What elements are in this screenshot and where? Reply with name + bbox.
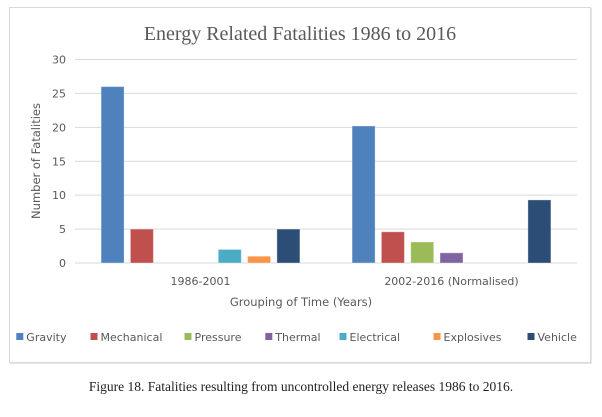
legend-swatch [16,333,24,340]
legend-item-vehicle: Vehicle [527,331,578,344]
legend-label: Vehicle [538,331,578,344]
bar-gravity-2 [351,125,376,264]
legend-item-electrical: Electrical [339,331,401,344]
bar-vehicle-1 [276,228,301,264]
legend-item-thermal: Thermal [265,331,321,344]
chart-title: Energy Related Fatalities 1986 to 2016 [144,23,456,45]
legend-swatch [90,333,98,340]
gridlines [75,59,577,264]
figure-caption: Figure 18. Fatalities resulting from unc… [88,379,514,394]
legend-label: Gravity [26,331,67,344]
bar-mechanical-2 [380,231,405,264]
bar-pressure-2 [410,241,435,264]
legend-item-gravity: Gravity [16,331,67,344]
legend-swatch [433,333,441,340]
legend-item-mechanical: Mechanical [90,331,163,344]
y-tick-label: 0 [59,257,66,270]
legend-swatch [265,333,273,340]
y-tick-label: 30 [52,54,66,67]
legend: Gravity Mechanical Pressure Thermal Electric… [16,331,577,344]
x-axis-ticks: 1986-2001 2002-2016 (Normalised) [171,275,519,288]
legend-label: Explosives [444,331,502,344]
legend-label: Mechanical [101,331,163,344]
legend-swatch [339,333,347,340]
y-axis-ticks: 0 5 10 15 20 25 30 [52,54,66,271]
x-axis-label: Grouping of Time (Years) [230,295,372,309]
legend-label: Electrical [350,331,401,344]
y-tick-label: 15 [52,155,66,168]
legend-label: Pressure [195,331,242,344]
bar-explosives-1 [247,255,272,264]
legend-item-explosives: Explosives [433,331,502,344]
bar-mechanical-1 [129,228,154,264]
y-tick-label: 5 [59,223,66,236]
legend-swatch [527,333,535,340]
bar-gravity-1 [100,86,125,264]
bar-electrical-1 [217,248,242,264]
legend-label: Thermal [274,331,320,344]
legend-swatch [184,333,192,340]
x-tick-label: 1986-2001 [171,275,231,288]
y-tick-label: 10 [52,189,66,202]
legend-item-pressure: Pressure [184,331,242,344]
y-axis-label: Number of Fatalities [29,103,43,219]
bars [100,86,552,264]
y-tick-label: 25 [52,87,66,100]
bar-vehicle-2 [527,199,552,264]
bar-thermal-2 [439,252,464,264]
y-tick-label: 20 [52,121,66,134]
x-tick-label: 2002-2016 (Normalised) [384,275,518,288]
